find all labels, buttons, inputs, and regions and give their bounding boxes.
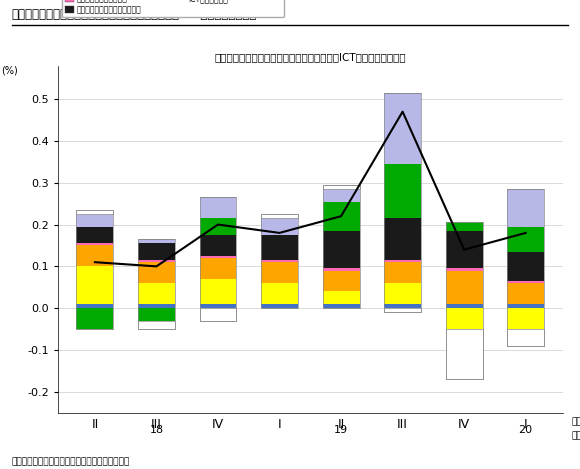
Bar: [261, 304, 298, 308]
Bar: [322, 185, 360, 189]
Bar: [200, 304, 237, 308]
Bar: [200, 235, 237, 256]
Bar: [138, 321, 175, 329]
Bar: [384, 164, 421, 218]
Bar: [77, 210, 113, 214]
Bar: [200, 308, 237, 321]
Bar: [508, 308, 544, 329]
Bar: [508, 252, 544, 281]
Bar: [261, 214, 298, 218]
Bar: [384, 93, 421, 312]
Text: （年）: （年）: [572, 431, 580, 440]
Bar: [384, 260, 421, 262]
Text: 20: 20: [519, 425, 533, 435]
Bar: [445, 268, 483, 271]
Text: 19: 19: [334, 425, 348, 435]
Bar: [322, 189, 360, 202]
Bar: [322, 271, 360, 291]
Bar: [384, 93, 421, 164]
Bar: [322, 202, 360, 231]
Bar: [261, 262, 298, 283]
Bar: [322, 231, 360, 268]
Bar: [200, 279, 237, 304]
Bar: [200, 258, 237, 279]
Bar: [384, 262, 421, 283]
Text: （出所）総務省「家計消費状況調査」より作成。: （出所）総務省「家計消費状況調査」より作成。: [12, 458, 130, 467]
Bar: [445, 304, 483, 308]
Bar: [77, 266, 113, 304]
Bar: [508, 304, 544, 308]
Bar: [200, 197, 237, 321]
Bar: [508, 281, 544, 283]
Bar: [508, 329, 544, 346]
Bar: [445, 308, 483, 329]
Bar: [138, 262, 175, 283]
Bar: [508, 189, 544, 227]
Bar: [445, 231, 483, 268]
Bar: [445, 271, 483, 304]
Bar: [261, 214, 298, 308]
Bar: [138, 308, 175, 321]
Bar: [77, 243, 113, 245]
Bar: [508, 227, 544, 252]
Bar: [138, 243, 175, 260]
Bar: [384, 304, 421, 308]
Text: 図表６　家計消費支出（家計消費状況調査）に占めるICT関連消費の寄与度: 図表６ 家計消費支出（家計消費状況調査）に占めるICT関連消費の寄与度: [12, 8, 257, 21]
Bar: [261, 218, 298, 235]
Bar: [138, 239, 175, 329]
Bar: [138, 260, 175, 262]
Bar: [261, 260, 298, 262]
Bar: [384, 308, 421, 312]
Bar: [508, 189, 544, 346]
Bar: [138, 239, 175, 243]
Title: 家計消費支出（家計消費状況調査）に占めるICT関連消費の寄与度: 家計消費支出（家計消費状況調査）に占めるICT関連消費の寄与度: [215, 52, 406, 62]
Legend: 固定電話使用料・寄与度, 移動電話（携帯電話・PHS）使用料・寄与度, インターネット接続料・寄与度, 民間放送受信料・寄与度, 移動電話他の通信機器・寄与度,: 固定電話使用料・寄与度, 移動電話（携帯電話・PHS）使用料・寄与度, インター…: [62, 0, 284, 17]
Bar: [200, 197, 237, 218]
Bar: [77, 304, 113, 308]
Bar: [445, 329, 483, 379]
Bar: [77, 214, 113, 227]
Bar: [445, 222, 483, 231]
Bar: [261, 235, 298, 260]
Bar: [77, 210, 113, 329]
Bar: [138, 283, 175, 304]
Bar: [322, 304, 360, 308]
Bar: [138, 304, 175, 308]
Bar: [322, 291, 360, 304]
Bar: [322, 268, 360, 271]
Bar: [200, 218, 237, 235]
Bar: [322, 185, 360, 308]
Bar: [445, 222, 483, 379]
Text: 18: 18: [150, 425, 164, 435]
Bar: [77, 245, 113, 266]
Bar: [200, 256, 237, 258]
Bar: [384, 218, 421, 260]
Bar: [77, 227, 113, 243]
Bar: [261, 283, 298, 304]
Text: （期）: （期）: [572, 417, 580, 426]
Text: (%): (%): [1, 66, 17, 76]
Bar: [508, 283, 544, 304]
Bar: [384, 283, 421, 304]
Bar: [77, 308, 113, 329]
